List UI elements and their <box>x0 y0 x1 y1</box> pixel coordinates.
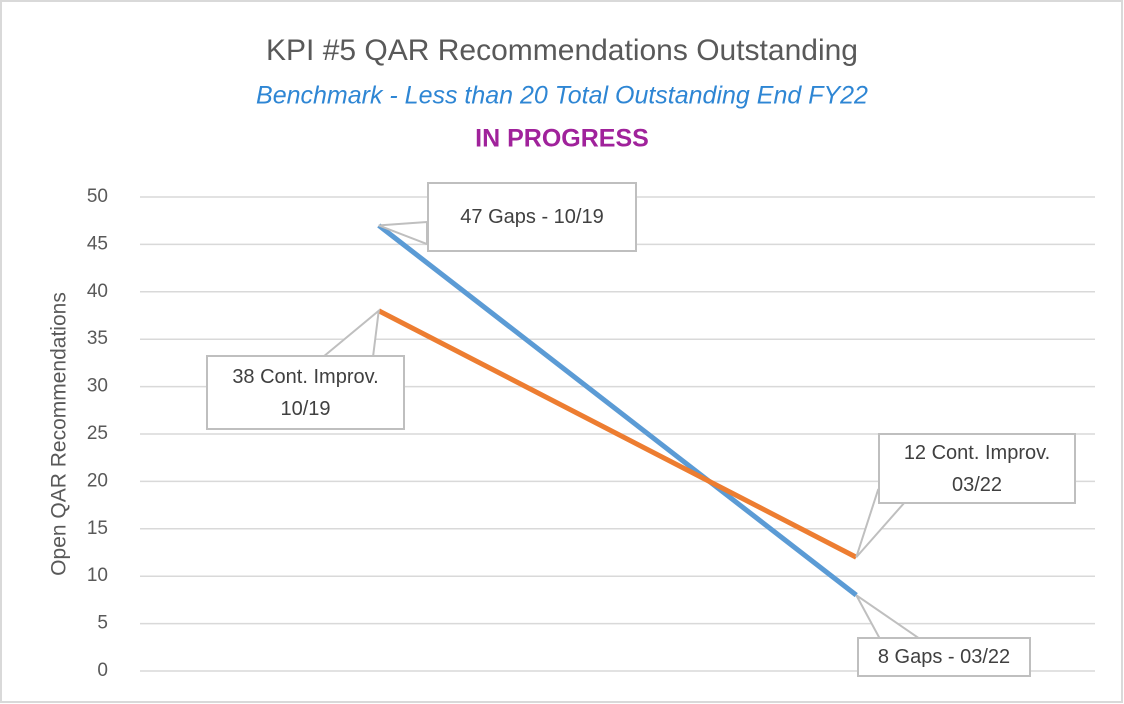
y-tick-label: 30 <box>87 376 108 397</box>
chart-title: KPI #5 QAR Recommendations Outstanding <box>266 34 858 67</box>
data-label: 38 Cont. Improv. 10/19 <box>206 355 405 430</box>
series-line <box>377 308 858 560</box>
y-tick-label: 25 <box>87 423 108 444</box>
chart-subtitle: Benchmark - Less than 20 Total Outstandi… <box>256 82 868 110</box>
y-tick-label: 20 <box>87 470 108 491</box>
data-label: 8 Gaps - 03/22 <box>857 637 1031 677</box>
data-label: 47 Gaps - 10/19 <box>427 182 637 252</box>
y-tick-label: 15 <box>87 518 108 539</box>
y-tick-label: 40 <box>87 281 108 302</box>
status-annotation: IN PROGRESS <box>475 125 649 153</box>
y-tick-label: 45 <box>87 233 108 254</box>
y-tick-label: 5 <box>97 613 108 634</box>
series-line <box>377 223 858 598</box>
y-tick-label: 35 <box>87 328 108 349</box>
y-axis-label: Open QAR Recommendations <box>48 292 71 576</box>
y-tick-label: 10 <box>87 565 108 586</box>
data-label: 12 Cont. Improv. 03/22 <box>878 433 1076 504</box>
y-tick-label: 50 <box>87 186 108 207</box>
y-tick-label: 0 <box>97 660 108 681</box>
